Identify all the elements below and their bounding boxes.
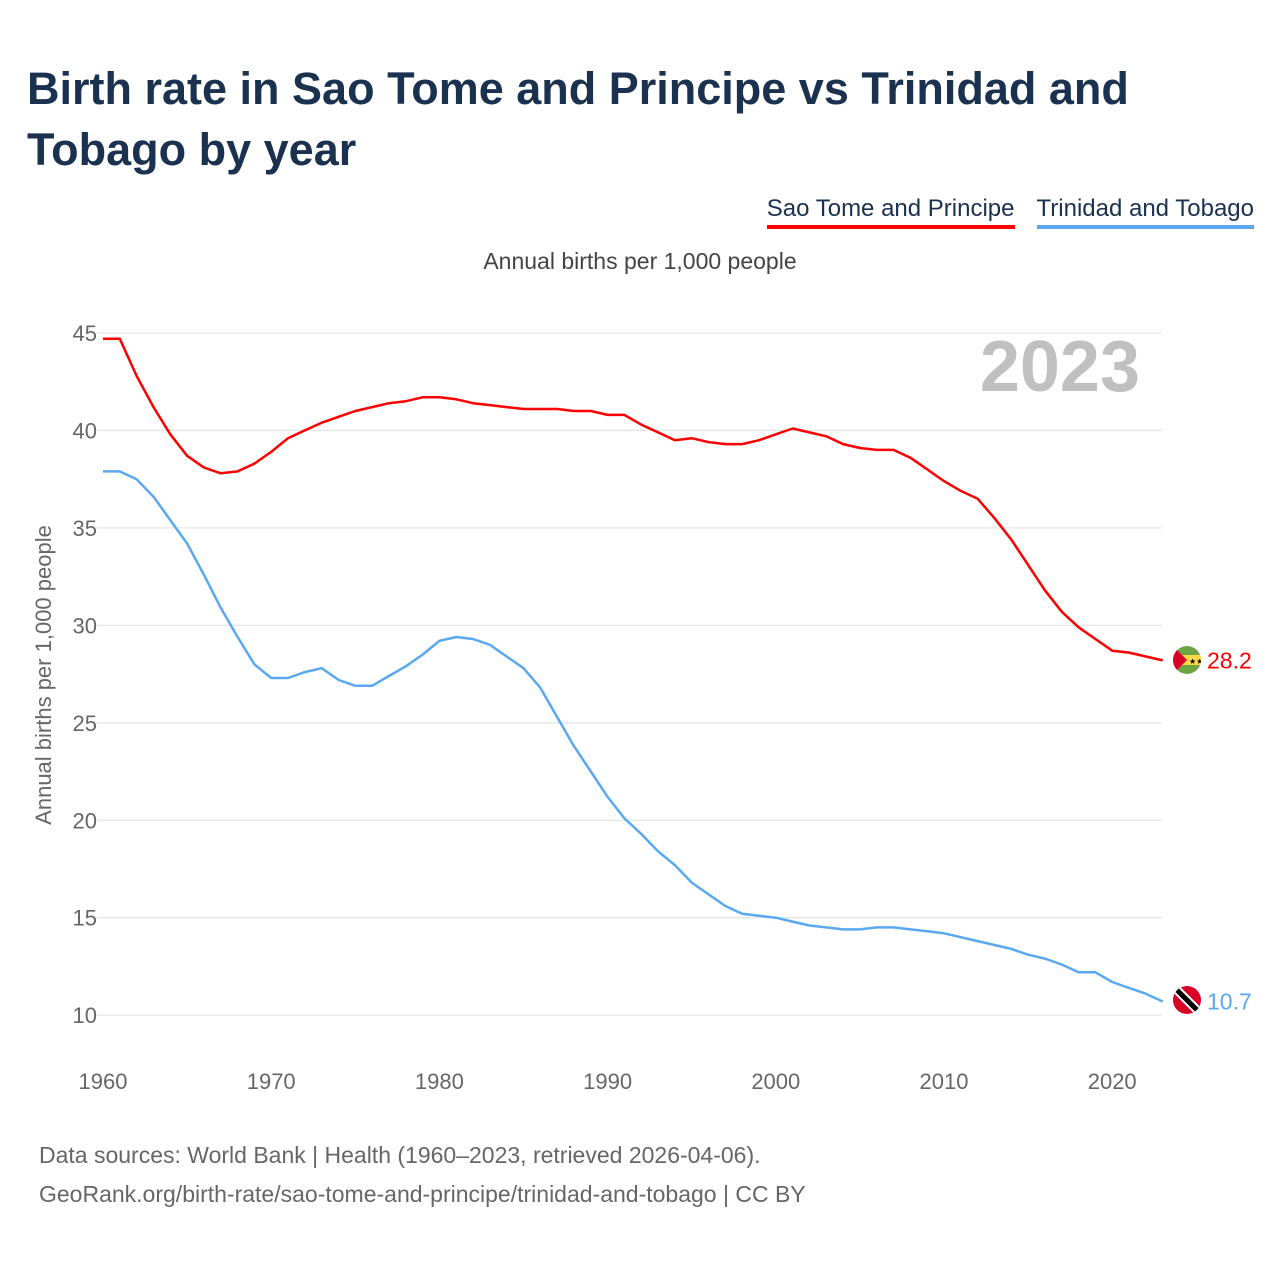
- y-tick-label: 20: [73, 808, 97, 833]
- series-line-1: [103, 470, 1164, 1003]
- x-tick-label: 1980: [415, 1069, 464, 1094]
- year-label: 2023: [980, 327, 1140, 407]
- y-tick-label: 40: [73, 418, 97, 443]
- end-value-label: 10.7: [1207, 989, 1252, 1015]
- y-axis-label: Annual births per 1,000 people: [31, 525, 56, 825]
- x-tick-label: 1970: [247, 1069, 296, 1094]
- y-tick-label: 15: [73, 906, 97, 931]
- end-value-label: 28.2: [1207, 647, 1252, 673]
- x-tick-label: 2000: [751, 1069, 800, 1094]
- legend-item-trinidad[interactable]: Trinidad and Tobago: [1036, 195, 1254, 229]
- footer-link[interactable]: GeoRank.org/birth-rate/sao-tome-and-prin…: [39, 1181, 806, 1207]
- svg-text:★★: ★★: [1189, 657, 1203, 666]
- x-tick-label: 1990: [583, 1069, 632, 1094]
- series-line-0: [103, 337, 1163, 662]
- y-tick-label: 35: [73, 516, 97, 541]
- sao-tome-flag-icon: ★★: [1173, 646, 1203, 674]
- chart-title: Birth rate in Sao Tome and Principe vs T…: [27, 63, 1129, 175]
- y-tick-label: 30: [73, 613, 97, 638]
- x-tick-label: 2010: [920, 1069, 969, 1094]
- x-tick-label: 1960: [79, 1069, 128, 1094]
- footer-sources: Data sources: World Bank | Health (1960–…: [39, 1142, 761, 1168]
- legend-item-sao-tome[interactable]: Sao Tome and Principe: [766, 195, 1015, 229]
- footer: Data sources: World Bank | Health (1960–…: [39, 1136, 806, 1214]
- x-tick-label: 2020: [1088, 1069, 1137, 1094]
- y-tick-label: 45: [73, 321, 97, 346]
- chart-subtitle: Annual births per 1,000 people: [483, 248, 797, 274]
- trinidad-flag-icon: [1173, 986, 1201, 1014]
- y-tick-label: 25: [73, 711, 97, 736]
- y-tick-label: 10: [73, 1003, 97, 1028]
- legend: Sao Tome and Principe Trinidad and Tobag…: [766, 195, 1254, 229]
